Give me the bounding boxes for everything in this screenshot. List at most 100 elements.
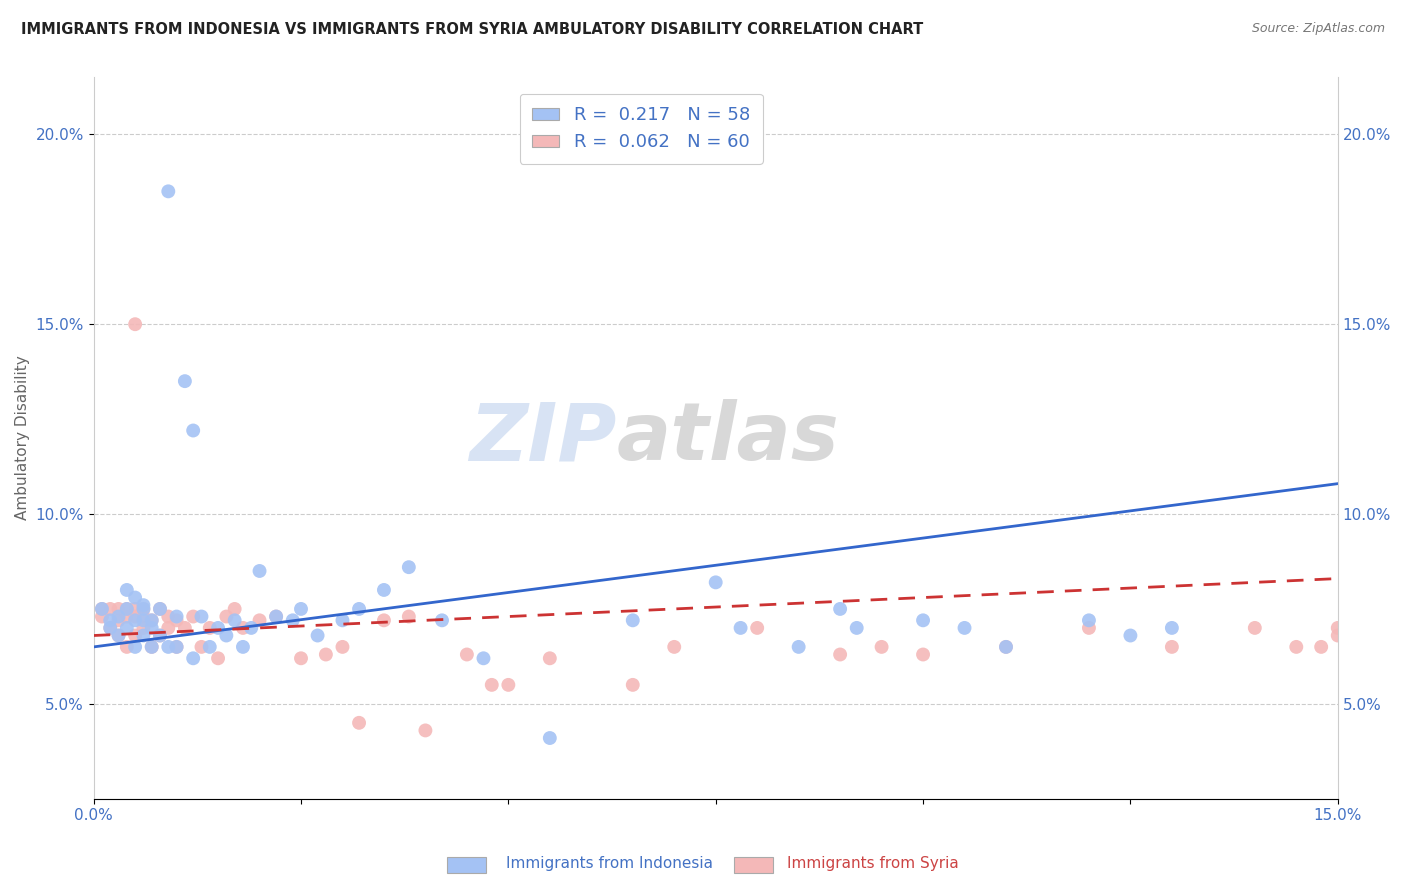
Point (398, 560, 420, 574)
Point (91, 602, 114, 616)
Point (830, 648, 852, 662)
Point (124, 609, 146, 624)
Point (124, 628, 146, 642)
Point (347, 602, 370, 616)
Point (98, 602, 121, 616)
Point (149, 602, 172, 616)
Point (398, 609, 420, 624)
Point (124, 591, 146, 605)
Point (1119, 628, 1142, 642)
Point (830, 602, 852, 616)
Point (232, 640, 254, 654)
Point (240, 621, 263, 635)
Point (1310, 640, 1333, 654)
Point (141, 640, 163, 654)
Point (141, 621, 163, 635)
Point (1160, 621, 1182, 635)
Point (141, 613, 163, 627)
Point (91, 609, 114, 624)
Point (132, 598, 155, 612)
Point (232, 621, 254, 635)
Point (664, 640, 686, 654)
Point (91, 602, 114, 616)
Point (264, 609, 287, 624)
Point (415, 723, 437, 738)
Point (912, 613, 935, 627)
Point (173, 621, 195, 635)
Point (166, 609, 188, 624)
Point (98, 621, 121, 635)
Point (190, 640, 212, 654)
Point (166, 613, 188, 627)
Point (215, 609, 238, 624)
Point (157, 621, 180, 635)
Point (157, 184, 180, 198)
Point (290, 651, 312, 665)
Point (115, 609, 138, 624)
Point (157, 640, 180, 654)
Point (124, 602, 146, 616)
Point (621, 613, 644, 627)
Point (198, 640, 221, 654)
Point (215, 628, 238, 642)
Point (730, 621, 752, 635)
Point (456, 648, 478, 662)
Point (166, 640, 188, 654)
Point (1285, 640, 1308, 654)
Point (747, 621, 769, 635)
Point (124, 317, 146, 331)
Point (1243, 621, 1265, 635)
Point (149, 628, 172, 642)
Point (132, 609, 155, 624)
Point (107, 609, 129, 624)
Point (124, 640, 146, 654)
Text: ZIP: ZIP (468, 399, 616, 477)
Point (249, 564, 271, 578)
Point (538, 731, 561, 745)
Point (141, 640, 163, 654)
Point (224, 602, 246, 616)
Point (181, 609, 204, 624)
Point (249, 613, 271, 627)
Point (98, 621, 121, 635)
Point (307, 628, 329, 642)
Point (995, 640, 1018, 654)
Point (207, 651, 229, 665)
Point (315, 648, 337, 662)
Point (115, 621, 138, 635)
Point (107, 628, 129, 642)
Point (115, 602, 138, 616)
Point (332, 640, 354, 654)
Point (115, 640, 138, 654)
Point (207, 621, 229, 635)
Point (290, 602, 312, 616)
Point (107, 602, 129, 616)
Text: Immigrants from Indonesia: Immigrants from Indonesia (506, 856, 713, 871)
Point (347, 715, 370, 730)
Point (132, 613, 155, 627)
Point (157, 609, 180, 624)
Point (787, 640, 810, 654)
Point (107, 628, 129, 642)
Point (115, 582, 138, 597)
Point (953, 621, 976, 635)
Point (190, 609, 212, 624)
Point (1160, 640, 1182, 654)
Point (281, 613, 304, 627)
Point (1326, 628, 1348, 642)
Point (538, 651, 561, 665)
Y-axis label: Ambulatory Disability: Ambulatory Disability (15, 356, 30, 520)
Point (132, 621, 155, 635)
Text: Source: ZipAtlas.com: Source: ZipAtlas.com (1251, 22, 1385, 36)
Point (870, 640, 893, 654)
Point (181, 424, 204, 438)
Point (332, 613, 354, 627)
Point (1077, 621, 1099, 635)
Text: IMMIGRANTS FROM INDONESIA VS IMMIGRANTS FROM SYRIA AMBULATORY DISABILITY CORRELA: IMMIGRANTS FROM INDONESIA VS IMMIGRANTS … (21, 22, 924, 37)
Point (845, 621, 868, 635)
Point (198, 621, 221, 635)
Point (149, 628, 172, 642)
Point (132, 602, 155, 616)
Point (141, 613, 163, 627)
Point (373, 613, 395, 627)
